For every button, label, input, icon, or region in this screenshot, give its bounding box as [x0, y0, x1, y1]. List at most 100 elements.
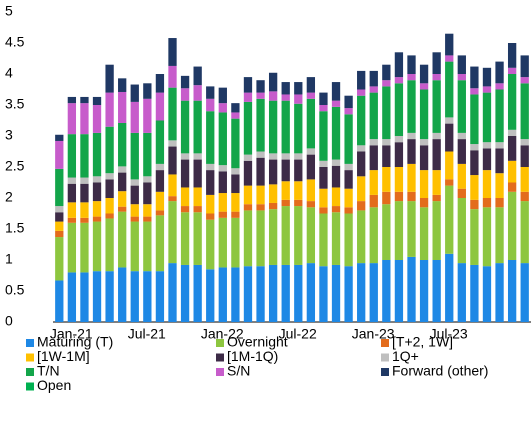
bar-segment [369, 145, 378, 171]
bar-segment [218, 171, 227, 194]
bar-segment [231, 118, 240, 169]
bar-segment [168, 87, 177, 141]
bar-segment [67, 272, 77, 322]
legend-label: [1W-1M] [37, 348, 90, 364]
bar-segment [231, 267, 240, 322]
bar-segment [218, 165, 227, 172]
bar-segment [231, 217, 240, 268]
y-tick-label: 3.5 [5, 96, 25, 112]
bar-segment [394, 83, 404, 136]
bar-segment [294, 94, 303, 104]
bar-segment [331, 212, 341, 265]
bar-segment [130, 204, 139, 217]
legend-label: Open [37, 377, 71, 393]
bar-segment [294, 206, 303, 265]
bar-segment [80, 202, 89, 218]
bar-segment [256, 80, 265, 93]
bar-segment [180, 75, 190, 89]
legend-swatch [26, 368, 34, 376]
y-tick-label: 0 [5, 313, 13, 329]
bar-segment [382, 145, 391, 167]
bar-segment [193, 85, 202, 101]
bar-segment [445, 33, 454, 56]
bar-segment [281, 159, 290, 182]
bar-segment [432, 139, 441, 171]
bar-segment [193, 212, 202, 265]
bar-segment [382, 167, 391, 192]
bar-segment [243, 210, 253, 267]
bar-segment [130, 216, 139, 222]
bar-segment [520, 77, 529, 84]
bar-segment [294, 153, 303, 160]
bar-segment [281, 100, 290, 154]
bar-segment [482, 92, 492, 143]
bar-segment [495, 142, 504, 149]
legend-label: T/N [37, 363, 60, 379]
bar-segment [432, 201, 441, 260]
bar-segment [268, 159, 278, 185]
bar-segment [143, 221, 152, 272]
bar-segment [92, 96, 102, 105]
bar-segment [407, 80, 416, 133]
bar-segment [143, 204, 152, 217]
bar-segment [80, 217, 89, 223]
bar-segment [80, 272, 89, 322]
bar-segment [118, 172, 127, 192]
bar-segment [92, 201, 102, 217]
x-tick-label: Jan-23 [352, 326, 395, 342]
x-tick-label: Jan-21 [50, 326, 93, 342]
bar-segment [118, 191, 127, 207]
bar-segment [206, 170, 215, 195]
y-tick-label: 4.5 [5, 34, 25, 50]
bar-segment [67, 202, 77, 218]
bar-segment [394, 167, 404, 192]
bar-segment [306, 207, 316, 264]
bar-segment [92, 271, 102, 322]
bar-segment [193, 153, 202, 160]
bar-segment [394, 142, 404, 167]
bar-segment [407, 163, 416, 192]
bar-segment [394, 191, 404, 202]
bar-segment [357, 95, 366, 146]
bar-segment [118, 206, 127, 212]
bar-segment [67, 96, 77, 104]
bar-segment [168, 196, 177, 202]
legend-swatch [26, 353, 34, 362]
bar-segment [218, 211, 227, 218]
x-tick-label: Jul-23 [430, 326, 468, 342]
bar-segment [470, 94, 479, 145]
bar-segment [168, 65, 177, 88]
y-tick-label: 3 [5, 127, 13, 143]
bar-segment [256, 210, 265, 267]
bar-segment [256, 151, 265, 158]
legend-label: Overnight [227, 334, 288, 350]
bar-segment [218, 87, 227, 104]
bar-segment [369, 194, 378, 208]
bar-segment [168, 140, 177, 147]
bar-segment [105, 179, 114, 198]
bar-segment [369, 86, 378, 93]
bar-segment [306, 263, 316, 322]
bar-segment [92, 182, 102, 202]
bar-segment [143, 132, 152, 177]
bar-segment [155, 191, 165, 211]
bar-segment [256, 157, 265, 186]
legend-label: Forward (other) [392, 363, 488, 379]
bar-segment [419, 145, 429, 171]
bar-segment [319, 207, 328, 214]
bar-segment [180, 159, 190, 188]
bar-segment [80, 222, 89, 273]
bar-segment [268, 100, 278, 154]
bar-segment [118, 211, 127, 268]
bar-segment [143, 98, 152, 133]
bar-segment [344, 95, 353, 109]
bar-segment [357, 201, 366, 211]
bar-segment [394, 136, 404, 143]
bar-segment [206, 163, 215, 171]
bar-segment [357, 210, 366, 264]
bar-segment [306, 154, 316, 180]
bar-segment [394, 77, 404, 84]
bar-segment [344, 266, 353, 322]
bar-segment [281, 181, 290, 200]
